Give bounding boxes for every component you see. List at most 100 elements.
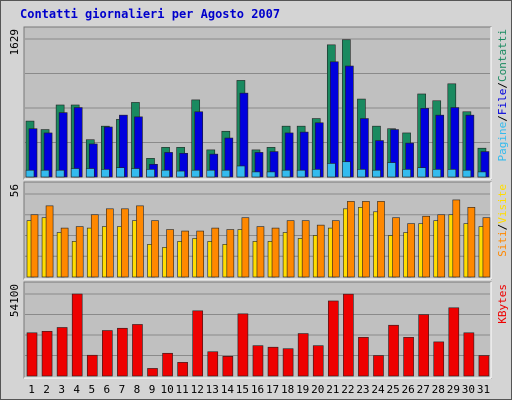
bar-pagine-day-9 <box>146 169 155 178</box>
y-max-label: 56 <box>8 184 21 197</box>
bar-pagine-day-7 <box>116 167 125 178</box>
legend-entry: KBytes <box>496 284 509 324</box>
bar-pagine-day-10 <box>161 169 170 178</box>
bar-kbytes-day-30 <box>463 332 475 377</box>
x-tick-label: 11 <box>176 383 189 396</box>
legend-kbytes: KBytes <box>496 284 509 324</box>
legend-entry: / <box>496 82 509 89</box>
legend-entry: Siti <box>496 230 509 257</box>
bar-pagine-day-3 <box>55 169 65 178</box>
bar-pagine-day-5 <box>85 168 95 178</box>
x-tick-label: 13 <box>206 383 219 396</box>
bar-file-day-21 <box>329 61 339 178</box>
bar-siti-day-22 <box>347 201 355 278</box>
bar-pagine-day-12 <box>191 169 201 178</box>
bar-siti-day-20 <box>316 224 325 278</box>
bar-pagine-day-14 <box>221 169 231 178</box>
bar-siti-day-15 <box>241 217 250 278</box>
bar-pagine-day-13 <box>206 169 216 178</box>
x-tick-label: 31 <box>477 383 490 396</box>
x-tick-label: 9 <box>149 383 156 396</box>
bar-siti-day-8 <box>136 205 144 278</box>
x-tick-label: 21 <box>326 383 339 396</box>
bar-pagine-day-28 <box>432 169 442 178</box>
x-tick-label: 2 <box>43 383 50 396</box>
bar-file-day-30 <box>465 114 475 178</box>
x-tick-label: 27 <box>417 383 430 396</box>
bar-kbytes-day-25 <box>388 324 399 377</box>
bar-file-day-15 <box>239 92 249 178</box>
bar-pagine-day-22 <box>342 161 351 178</box>
x-tick-label: 7 <box>119 383 126 396</box>
bar-kbytes-day-19 <box>297 333 309 377</box>
x-tick-label: 10 <box>160 383 173 396</box>
x-tick-label: 19 <box>296 383 309 396</box>
bar-kbytes-day-14 <box>222 355 234 377</box>
legend-entry: / <box>496 115 509 122</box>
bar-siti-day-14 <box>226 229 235 278</box>
bar-kbytes-day-31 <box>478 355 490 377</box>
bar-pagine-day-4 <box>70 168 80 178</box>
bar-kbytes-day-28 <box>433 341 445 377</box>
legend-visits: Siti/Visite <box>496 184 509 257</box>
bar-kbytes-day-4 <box>71 293 83 377</box>
panel-contacts: 1629 Pagine/File/Contatti <box>8 26 509 180</box>
bar-file-day-20 <box>314 122 324 178</box>
bar-file-day-12 <box>194 111 204 178</box>
bar-pagine-day-23 <box>357 169 366 178</box>
x-tick-label: 22 <box>341 383 354 396</box>
bar-kbytes-day-1 <box>26 332 38 377</box>
bar-kbytes-day-23 <box>358 337 369 377</box>
bar-pagine-day-19 <box>296 169 306 178</box>
bar-siti-day-26 <box>407 223 415 278</box>
bar-pagine-day-24 <box>372 169 381 178</box>
x-tick-label: 28 <box>432 383 445 396</box>
bar-siti-day-11 <box>181 230 189 278</box>
bar-pagine-day-18 <box>281 169 291 178</box>
bar-pagine-day-1 <box>25 169 35 178</box>
bar-file-day-22 <box>345 65 354 178</box>
legend-entry: Contatti <box>496 29 509 82</box>
x-tick-label: 8 <box>134 383 141 396</box>
bar-kbytes-day-22 <box>343 293 354 377</box>
bar-siti-day-3 <box>60 227 69 278</box>
bar-kbytes-day-2 <box>41 330 53 377</box>
bar-siti-day-19 <box>301 220 310 278</box>
bar-pagine-day-27 <box>417 167 426 178</box>
bar-siti-day-29 <box>452 199 461 278</box>
bar-kbytes-day-17 <box>267 346 279 377</box>
legend-contacts: Pagine/File/Contatti <box>496 29 509 161</box>
x-tick-label: 24 <box>371 383 385 396</box>
bar-pagine-day-20 <box>311 169 321 178</box>
bar-file-day-4 <box>73 107 83 178</box>
legend-entry: Pagine <box>496 122 509 162</box>
bar-siti-day-6 <box>106 208 114 278</box>
bar-kbytes-day-12 <box>192 310 204 377</box>
x-tick-label: 16 <box>251 383 264 396</box>
x-tick-label: 15 <box>236 383 249 396</box>
bar-kbytes-day-10 <box>162 352 173 377</box>
bar-pagine-day-21 <box>326 163 336 178</box>
bar-pagine-day-29 <box>447 169 457 178</box>
bar-kbytes-day-8 <box>132 324 143 377</box>
bar-siti-day-21 <box>331 220 340 278</box>
bar-siti-day-7 <box>121 208 129 278</box>
bar-kbytes-day-27 <box>418 314 429 377</box>
bar-kbytes-day-15 <box>237 313 249 377</box>
legend-entry: / <box>496 224 509 231</box>
bar-kbytes-day-16 <box>252 345 264 377</box>
bar-file-day-27 <box>420 108 429 178</box>
chart-title: Contatti giornalieri per Agosto 2007 <box>20 7 280 21</box>
bar-kbytes-day-7 <box>117 327 128 377</box>
y-max-label: 1629 <box>8 29 21 56</box>
bar-siti-day-25 <box>392 217 400 278</box>
x-tick-label: 20 <box>311 383 324 396</box>
bar-siti-day-23 <box>362 201 370 278</box>
bar-siti-day-4 <box>75 226 84 278</box>
bar-kbytes-day-20 <box>312 345 324 377</box>
bar-siti-day-16 <box>256 226 265 278</box>
bar-siti-day-12 <box>196 230 205 278</box>
bar-siti-day-10 <box>166 229 174 278</box>
